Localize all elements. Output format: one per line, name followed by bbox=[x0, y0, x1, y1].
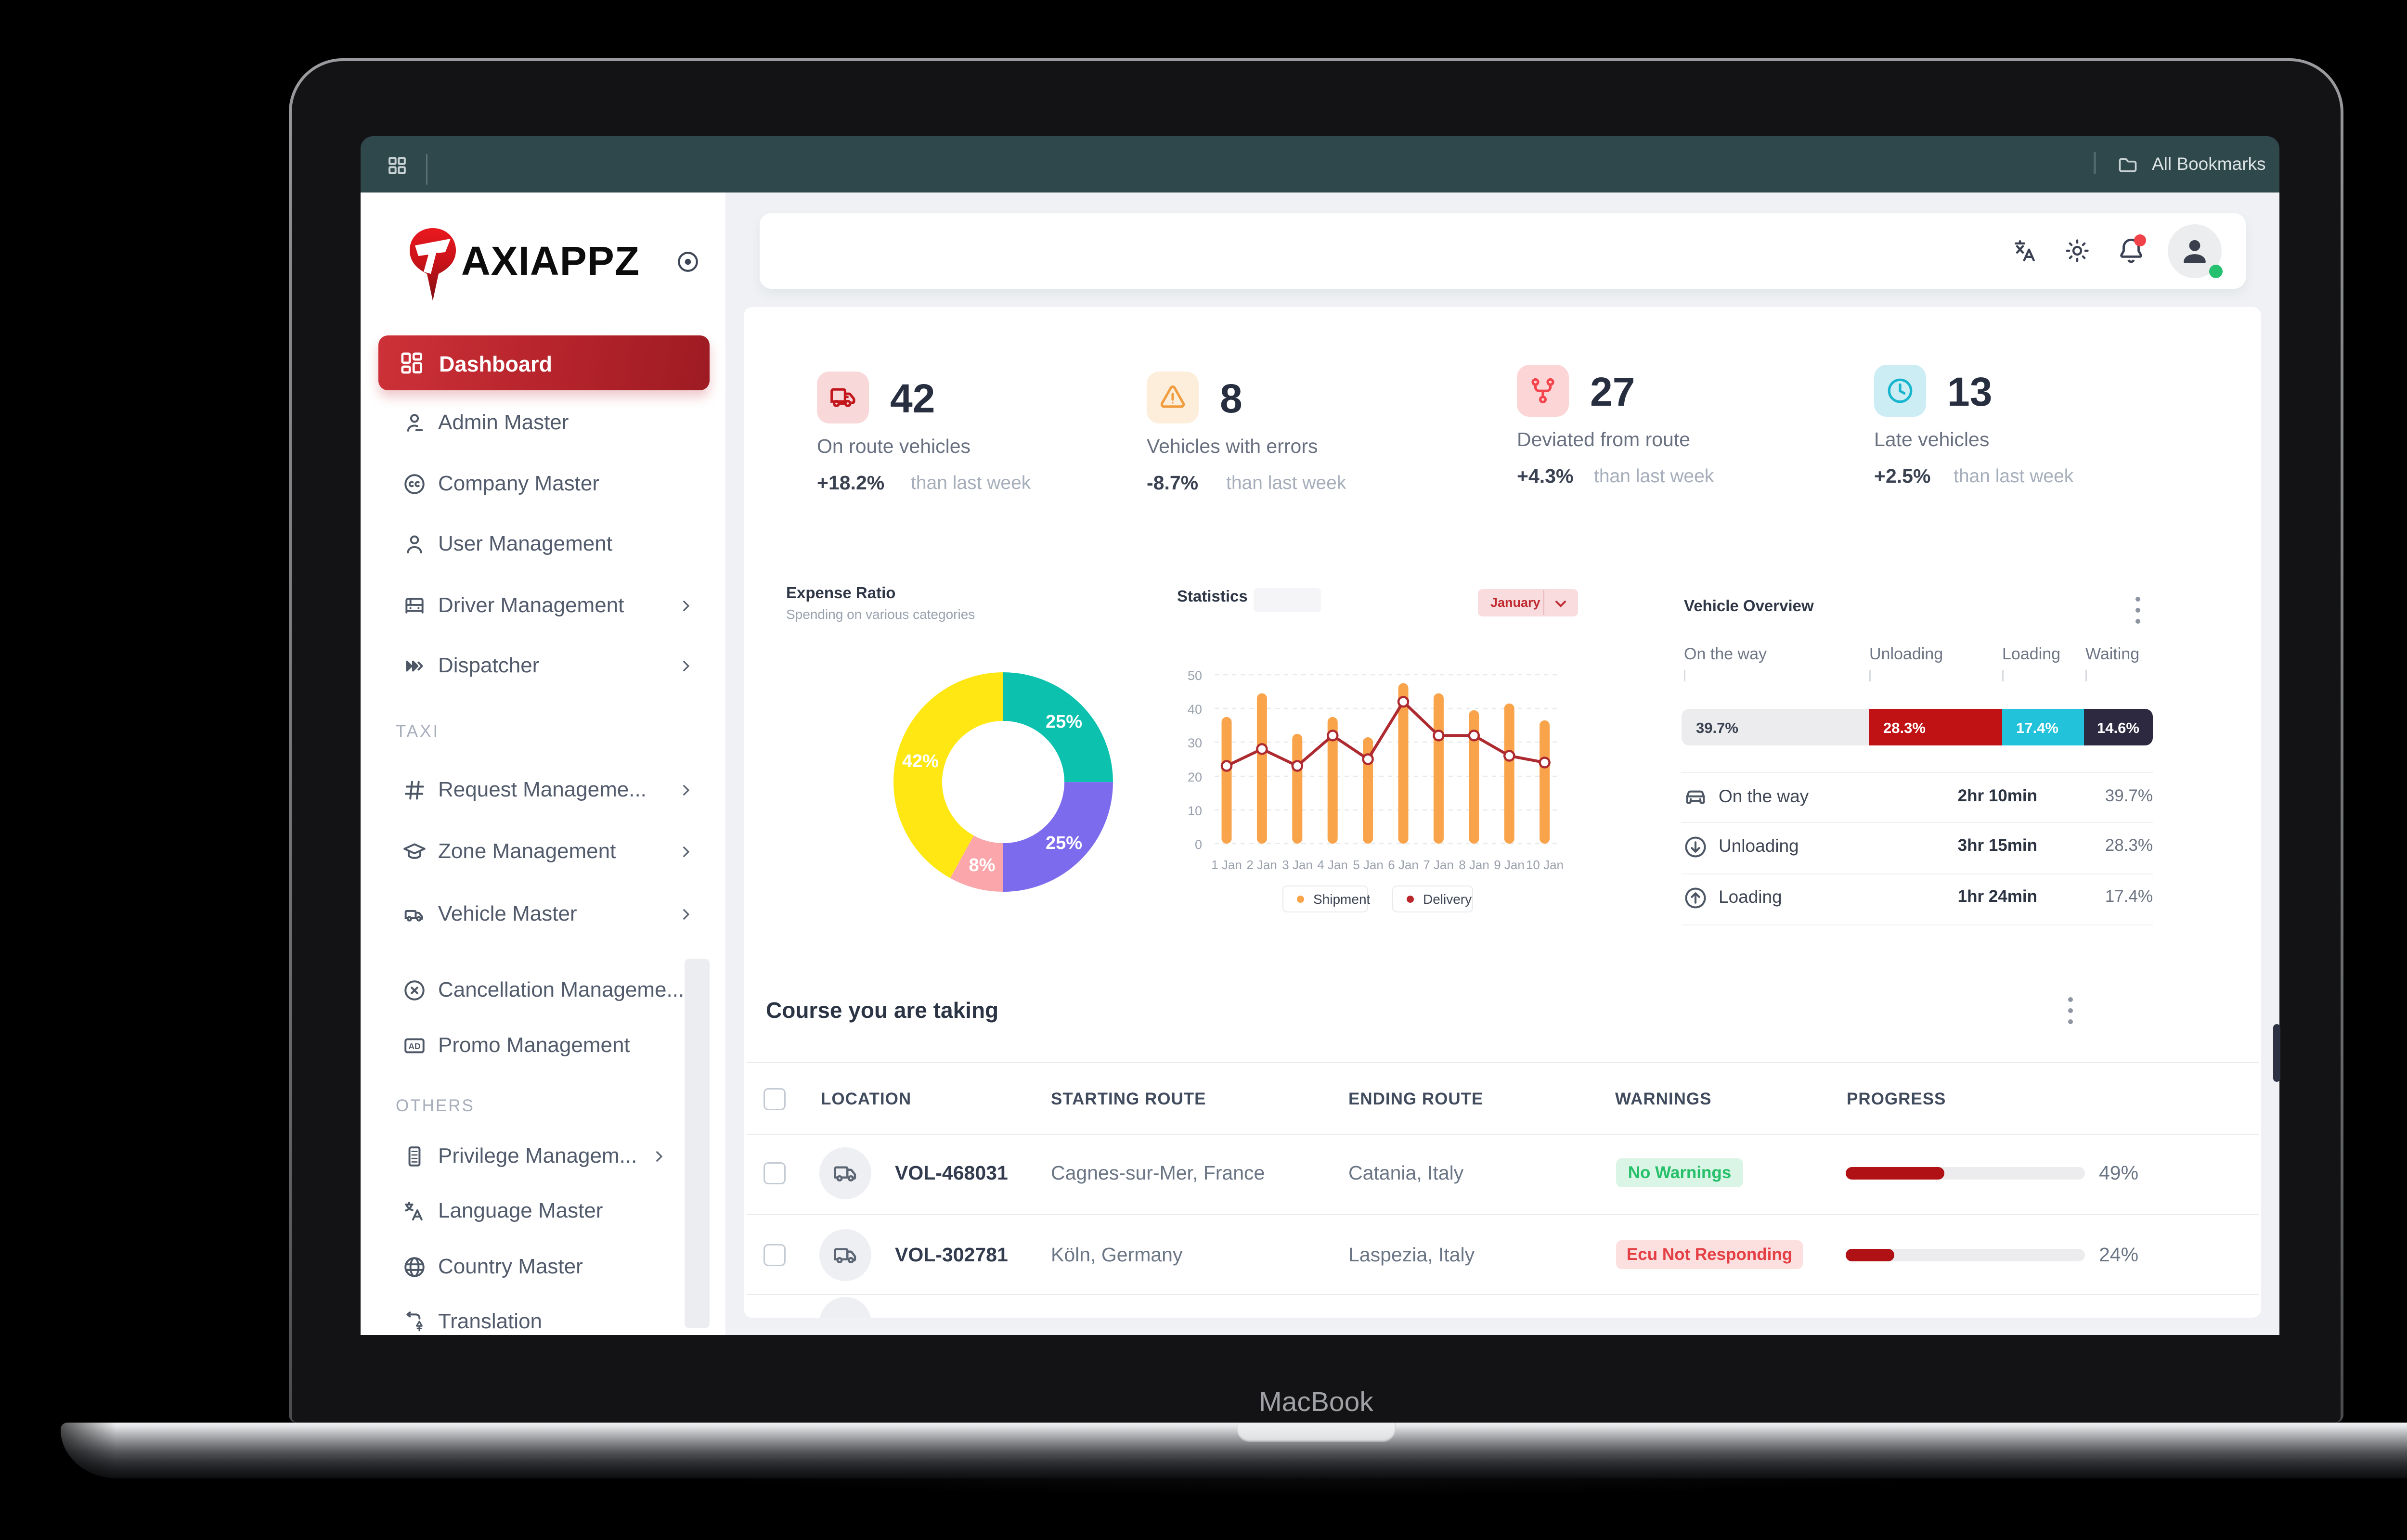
svg-text:1 Jan: 1 Jan bbox=[1211, 858, 1242, 872]
svg-text:7 Jan: 7 Jan bbox=[1423, 858, 1454, 872]
svg-text:5 Jan: 5 Jan bbox=[1353, 858, 1384, 872]
svg-text:9 Jan: 9 Jan bbox=[1494, 858, 1525, 872]
svg-text:2 Jan: 2 Jan bbox=[1246, 858, 1277, 872]
svg-text:20: 20 bbox=[1188, 770, 1202, 784]
svg-text:0: 0 bbox=[1195, 837, 1202, 852]
svg-text:8 Jan: 8 Jan bbox=[1459, 858, 1489, 872]
svg-text:3 Jan: 3 Jan bbox=[1282, 858, 1313, 872]
svg-text:4 Jan: 4 Jan bbox=[1317, 858, 1348, 872]
svg-text:10: 10 bbox=[1188, 804, 1202, 818]
svg-text:6 Jan: 6 Jan bbox=[1388, 858, 1419, 872]
svg-text:10 Jan: 10 Jan bbox=[1526, 858, 1564, 872]
svg-text:AD: AD bbox=[408, 1041, 420, 1051]
svg-text:50: 50 bbox=[1188, 668, 1202, 683]
svg-text:30: 30 bbox=[1188, 736, 1202, 750]
svg-text:40: 40 bbox=[1188, 702, 1202, 717]
